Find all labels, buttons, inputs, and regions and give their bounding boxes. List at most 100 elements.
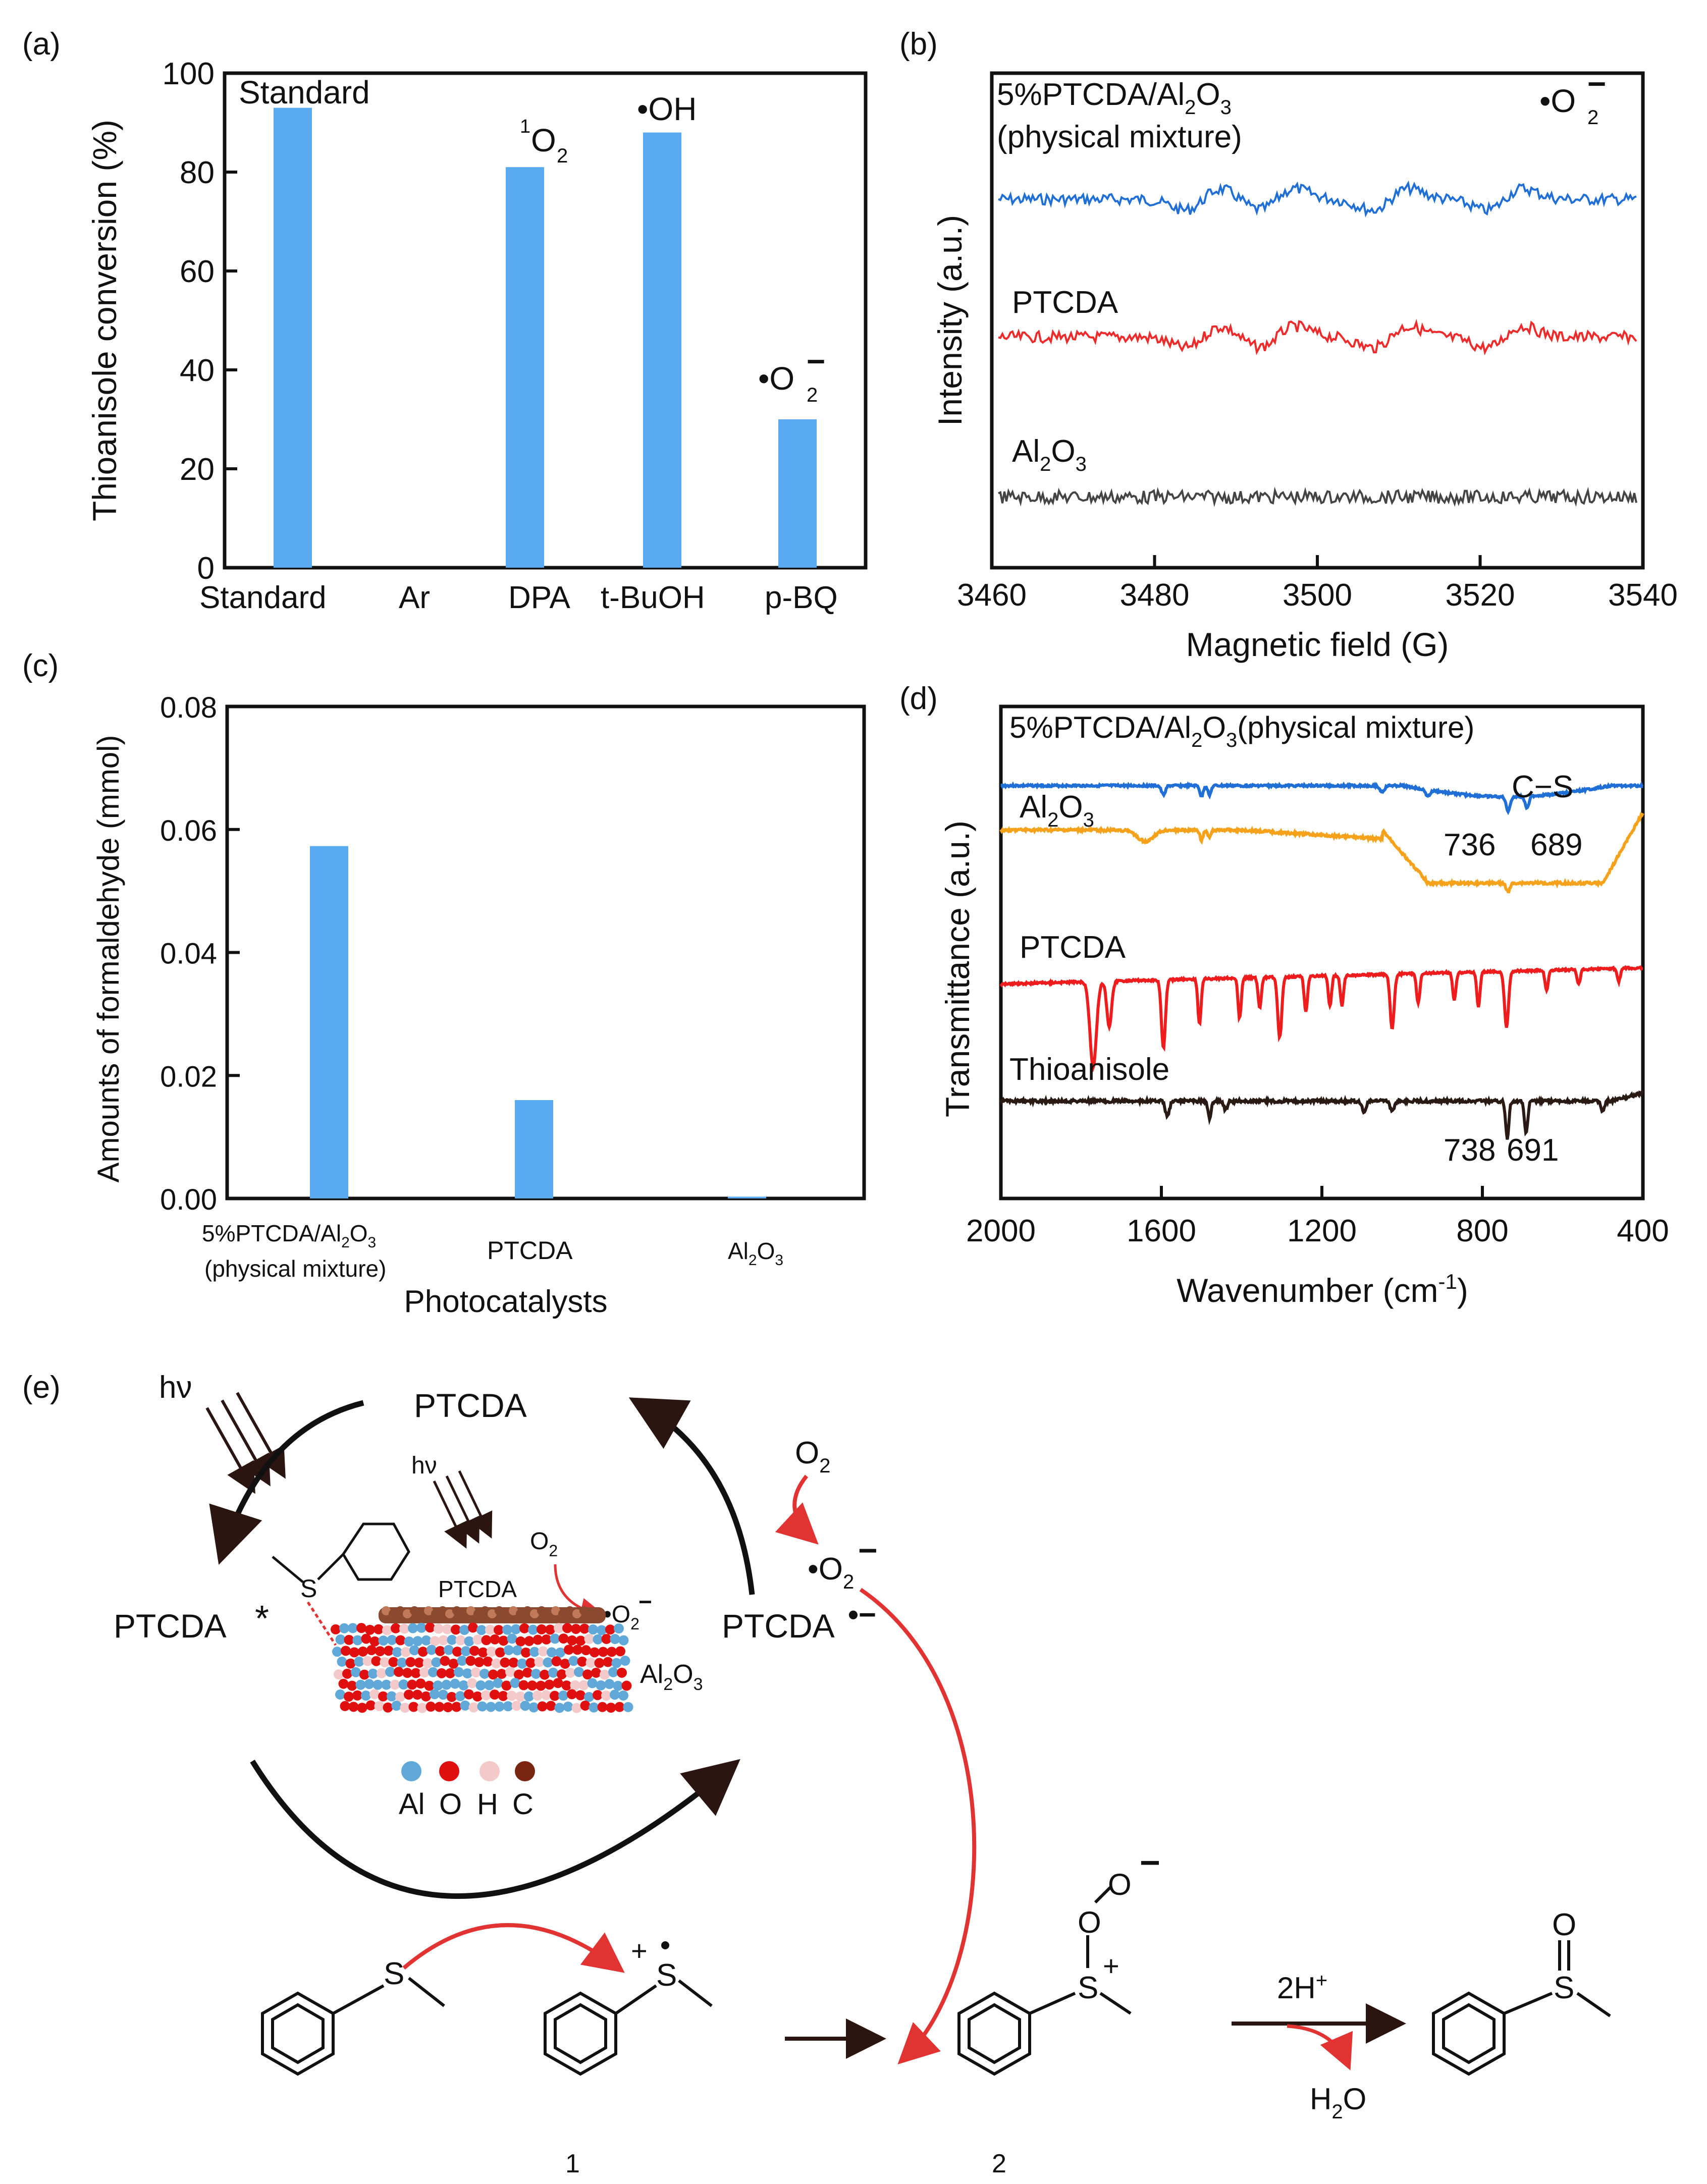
bond-thio-1 <box>332 1984 385 2015</box>
b-label-ptcda: PTCDA <box>1012 285 1118 320</box>
b-xtick-label: 3520 <box>1446 578 1515 613</box>
slab-atom <box>497 1669 507 1679</box>
slab-atom <box>399 1623 409 1634</box>
d-spectrum-line <box>999 811 1644 894</box>
slab-atom <box>441 1679 452 1690</box>
slab-atom <box>490 1634 500 1645</box>
d-ann-cs: C−S <box>1512 770 1573 804</box>
slab-atom <box>520 1701 530 1711</box>
slab-atom <box>445 1668 455 1678</box>
slab-atom <box>534 1657 545 1667</box>
b-spectrum-line <box>998 180 1637 217</box>
slab-atom <box>532 1634 543 1645</box>
ptcda-atom <box>565 1606 574 1615</box>
slab-atom <box>388 1657 399 1667</box>
slab-atom <box>532 1690 543 1701</box>
slab-atom <box>424 1680 435 1691</box>
slab-atom <box>394 1667 404 1677</box>
slab-atom <box>337 1656 347 1667</box>
slab-atom <box>381 1679 392 1690</box>
panel-c-y-axis: 0.00 0.02 0.04 0.06 0.08 <box>160 691 240 1216</box>
slab-atom <box>495 1647 505 1658</box>
slab-atom <box>593 1634 603 1645</box>
slab-atom <box>390 1679 400 1690</box>
slab-atom <box>491 1658 502 1669</box>
ptcda-atom <box>459 1609 468 1618</box>
slab-atom <box>562 1623 572 1633</box>
ptcda-atom <box>544 1609 553 1618</box>
ring-1 <box>544 1991 617 2076</box>
slab-atom <box>623 1702 633 1712</box>
slab-atom <box>334 1669 344 1680</box>
panel-c-bars <box>310 846 766 1198</box>
slab-atom <box>474 1657 485 1667</box>
slab-atom <box>352 1690 362 1701</box>
slab-atom <box>433 1680 443 1691</box>
slab-atom <box>395 1691 405 1702</box>
ptcda-atom <box>579 1606 589 1615</box>
slab-atom <box>521 1647 531 1658</box>
slab-atom <box>332 1647 342 1657</box>
slab-atom <box>519 1623 529 1633</box>
slab-atom <box>550 1633 560 1644</box>
superoxide-red-arrow <box>859 1588 977 2065</box>
oxidation-red-arrow <box>402 1923 625 1973</box>
slab-atom <box>588 1624 598 1635</box>
slab-atom <box>447 1634 457 1645</box>
panel-c-xlabels: 5%PTCDA/Al2O3 (physical mixture) PTCDA A… <box>202 1220 783 1319</box>
bond-2-oo <box>1094 1886 1112 1904</box>
panel-b-x-axis: 3460 3480 3500 3520 3540 <box>957 555 1678 613</box>
slab-atom <box>508 1657 519 1668</box>
slab-atom <box>458 1680 469 1690</box>
slab-atom <box>477 1701 488 1712</box>
ptcda-anion-mark: •− <box>848 1598 876 1631</box>
ptcda-atom <box>537 1606 546 1615</box>
slab-atom <box>585 1657 596 1668</box>
d-ann-691: 691 <box>1507 1133 1559 1168</box>
ptcda-atom <box>431 1609 440 1618</box>
panel-d-x-axis: 2000 1600 1200 800 400 <box>966 1186 1669 1248</box>
slab-atom <box>464 1689 474 1700</box>
b-xtick-label: 3500 <box>1283 578 1352 613</box>
d-xtick-label: 1600 <box>1127 1214 1196 1248</box>
slab-atom <box>355 1679 366 1690</box>
slab-atom <box>357 1703 367 1713</box>
ptcda-atom <box>410 1606 419 1615</box>
slab-atom <box>601 1633 612 1644</box>
slab-atom <box>613 1680 623 1691</box>
c-ytick-label: 0.04 <box>160 938 217 970</box>
slab-atom <box>582 1669 593 1680</box>
slab-atom <box>554 1623 564 1633</box>
slab-atom <box>361 1633 371 1644</box>
slab-atom <box>408 1702 419 1712</box>
panel-d: (d) Transmittance (a.u.) 2000 1600 1200 800… <box>899 681 1669 1309</box>
ptcda-atom <box>389 1609 398 1618</box>
mol3-o: O <box>1552 1907 1576 1942</box>
s-methyl-bond <box>272 1556 304 1583</box>
slab-atom <box>467 1678 477 1688</box>
slab-atom <box>476 1625 487 1635</box>
slab-atom <box>561 1680 572 1691</box>
legend-o: O <box>439 1788 462 1821</box>
panel-e: (e) hν PTCDA PTCDA * PTCDA •− O2 •O2 − h… <box>22 1370 1611 2178</box>
slab-atom <box>378 1635 389 1646</box>
slab-atom <box>504 1645 514 1656</box>
slab-atom <box>574 1667 584 1677</box>
d-spectrum-line <box>999 965 1643 1073</box>
slab-atom <box>331 1624 341 1634</box>
slab-atom <box>501 1680 512 1691</box>
slab-atom <box>425 1622 435 1633</box>
slab-atom <box>465 1656 476 1666</box>
slab-atom <box>502 1624 512 1635</box>
c-bar <box>310 846 348 1198</box>
slab-atom <box>614 1623 624 1634</box>
panel-b-ylabel: Intensity (a.u.) <box>931 215 969 426</box>
panel-d-spectra <box>999 781 1644 1140</box>
legend-h: H <box>477 1788 498 1821</box>
slab-atom <box>528 1702 539 1713</box>
slab-atom <box>342 1668 352 1679</box>
slab-atom <box>551 1656 562 1667</box>
c-xlabel-mix2: (physical mixture) <box>204 1255 386 1282</box>
mol1-s: S <box>656 1958 677 1993</box>
slab-atom <box>335 1634 346 1645</box>
